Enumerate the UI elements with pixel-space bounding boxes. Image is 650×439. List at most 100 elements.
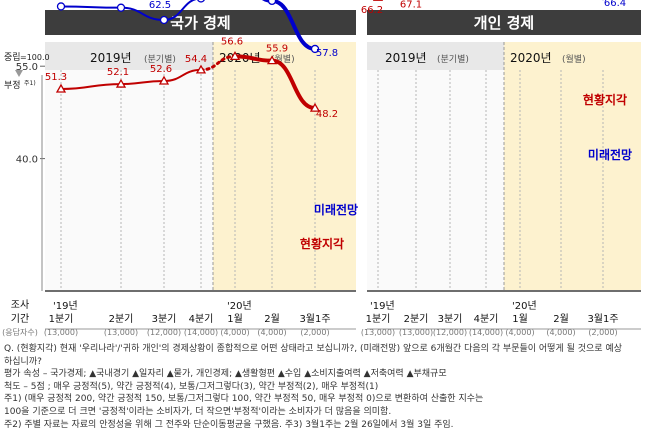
note-line: 척도 – 5점 ; 매우 긍정적(5), 약간 긍정적(4), 보통/그저그렇다… xyxy=(4,381,379,392)
series-line-2019 xyxy=(60,68,202,90)
data-label: 62.5 xyxy=(149,0,171,11)
x-year-label: '20년 xyxy=(227,300,252,312)
period-2019-band xyxy=(367,42,504,70)
data-label: 48.2 xyxy=(316,109,338,120)
plot-area-2019 xyxy=(367,70,504,291)
sample-size-label: (13,000) xyxy=(399,328,433,337)
data-label: 67.1 xyxy=(400,0,422,11)
sample-size-label: (4,000) xyxy=(546,328,575,337)
sample-size-title: (응답자수) xyxy=(2,327,38,337)
data-label: 56.6 xyxy=(221,36,243,47)
data-label: 52.1 xyxy=(107,67,129,78)
x-tick-label: 4분기 xyxy=(189,313,214,325)
data-point-present xyxy=(266,55,278,65)
x-tick-label: 2분기 xyxy=(109,313,134,325)
data-point-present xyxy=(55,83,67,93)
data-point-present xyxy=(195,64,207,74)
y-tick-label: 55.0 xyxy=(16,62,38,73)
series-name-label: 현황지각 xyxy=(583,92,627,107)
down-arrow-icon xyxy=(15,70,23,77)
neutral-label: 중립 xyxy=(4,52,21,63)
data-point-future xyxy=(116,3,126,12)
data-point-present xyxy=(309,102,321,112)
data-label: 55.9 xyxy=(266,44,288,55)
sample-size-label: (12,000) xyxy=(147,328,181,337)
sample-size-label: (4,000) xyxy=(505,328,534,337)
series-line-transition xyxy=(199,54,237,72)
series-line-2019 xyxy=(60,0,198,22)
note-line: 주2) 주별 자료는 자료의 안정성을 위해 그 전주와 단순이동평균을 구했음… xyxy=(4,419,454,430)
panel-title: 개인 경제 xyxy=(474,14,534,32)
period-2020-label: 2020년 xyxy=(510,51,552,65)
data-point-present xyxy=(115,78,127,88)
neutral-value: =100.0 xyxy=(20,53,50,62)
note-line: Q. (현황지각) 현재 '우리나라'/'귀하 개인'의 경제상황이 종합적으로… xyxy=(4,344,623,354)
plot-area-2019 xyxy=(45,70,213,291)
sample-size-label: (2,000) xyxy=(588,328,617,337)
sample-size-label: (13,000) xyxy=(44,328,78,337)
series-name-label: 미래전망 xyxy=(588,147,632,162)
data-point-future xyxy=(159,15,169,25)
x-tick-label: 1분기 xyxy=(366,313,391,325)
survey-period-label: 조사 xyxy=(11,299,29,311)
period-2019-label: 2019년 xyxy=(90,51,132,65)
x-tick-label: 3분기 xyxy=(438,313,463,325)
data-label: 52.6 xyxy=(150,64,172,75)
panel-title-bar xyxy=(45,10,356,35)
data-point-future xyxy=(310,44,320,54)
negative-footnote: 주1) xyxy=(24,80,36,87)
x-tick-label: 3월1주 xyxy=(299,313,330,325)
period-2020-band xyxy=(504,42,641,70)
sample-size-label: (13,000) xyxy=(361,328,395,337)
x-tick-label: 4분기 xyxy=(474,313,499,325)
panel-title-bar xyxy=(367,10,641,35)
data-label: 57.8 xyxy=(316,48,338,59)
period-2019-sub: (분기별) xyxy=(144,54,176,65)
sample-size-label: (13,000) xyxy=(104,328,138,337)
x-tick-label: 2분기 xyxy=(404,313,429,325)
data-point-future xyxy=(267,0,277,6)
data-point-future xyxy=(56,2,66,11)
plot-area-2020 xyxy=(504,70,641,291)
data-label: 51.3 xyxy=(45,72,67,83)
sample-size-label: (14,000) xyxy=(184,328,218,337)
x-tick-label: 3분기 xyxy=(152,313,177,325)
sample-size-label: (2,000) xyxy=(300,328,329,337)
data-point-present xyxy=(229,51,241,60)
period-2020-sub: (월별) xyxy=(562,53,586,65)
series-name-label: 미래전망 xyxy=(314,202,358,217)
survey-period-label: 기간 xyxy=(11,313,29,325)
note-line: 100을 기준으로 더 크면 '긍정적'이라는 소비자가, 더 작으면'부정적'… xyxy=(4,406,392,417)
sample-size-label: (14,000) xyxy=(469,328,503,337)
y-tick-label: 40.0 xyxy=(16,155,38,166)
period-2019-sub: (분기별) xyxy=(437,54,469,65)
x-tick-label: 1월 xyxy=(227,313,243,325)
x-tick-label: 1월 xyxy=(512,313,528,325)
data-label: 66.4 xyxy=(604,0,626,9)
x-tick-label: 2월 xyxy=(553,313,569,325)
sample-size-label: (4,000) xyxy=(257,328,286,337)
data-label: 66.2 xyxy=(361,5,383,16)
sample-size-label: (4,000) xyxy=(220,328,249,337)
x-year-label: '19년 xyxy=(53,300,78,312)
x-year-label: '19년 xyxy=(370,300,395,312)
negative-label: 부정 xyxy=(4,80,21,91)
x-tick-label: 3월1주 xyxy=(587,313,618,325)
x-tick-label: 2월 xyxy=(264,313,280,325)
note-line: 평가 속성 – 국가경제; ▲국내경기 ▲일자리 ▲물가, 개인경제; ▲생활형… xyxy=(4,369,447,380)
data-label: 54.4 xyxy=(185,54,207,65)
data-point-future xyxy=(197,0,205,3)
period-2019-band xyxy=(45,42,213,70)
plot-area-2020 xyxy=(213,70,356,291)
panel-title: 국가 경제 xyxy=(170,14,230,32)
series-name-label: 현황지각 xyxy=(300,236,344,251)
data-point-present xyxy=(158,75,170,85)
period-2019-label: 2019년 xyxy=(385,51,427,65)
note-line: 주1) (매우 긍정적 200, 약간 긍정적 150, 보통/그저그렇다 10… xyxy=(4,394,484,405)
note-line: 하십니까? xyxy=(4,356,42,367)
x-tick-label: 1분기 xyxy=(49,313,74,325)
x-year-label: '20년 xyxy=(512,300,537,312)
footnotes: Q. (현황지각) 현재 '우리나라'/'귀하 개인'의 경제상황이 종합적으로… xyxy=(4,343,646,431)
sample-size-label: (12,000) xyxy=(433,328,467,337)
